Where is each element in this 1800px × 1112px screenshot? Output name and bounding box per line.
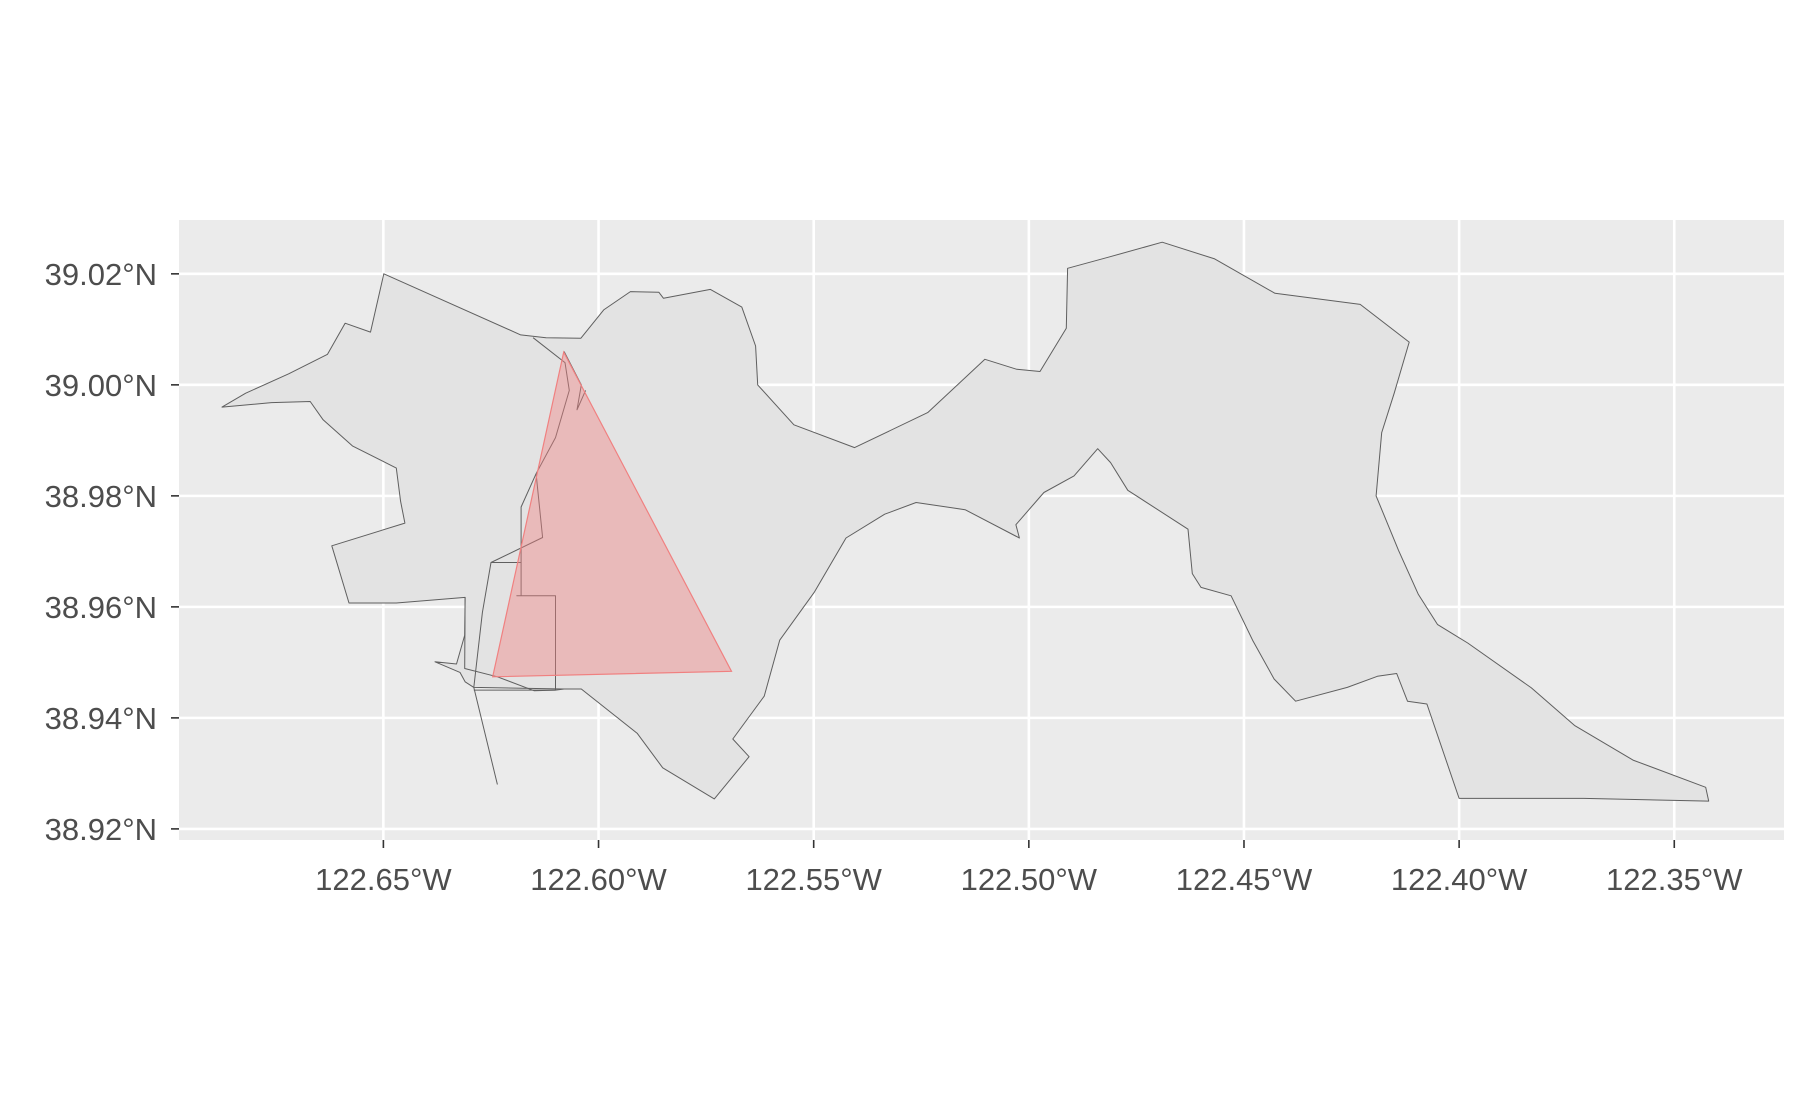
x-tick-label: 122.65°W	[315, 862, 452, 897]
x-tick-label: 122.40°W	[1391, 862, 1528, 897]
y-tick-label: 38.98°N	[45, 479, 157, 514]
axes: 122.65°W 122.60°W 122.55°W 122.50°W 122.45°W…	[45, 257, 1744, 897]
region-inner-boundary-2	[491, 562, 556, 691]
region-outline	[221, 241, 1710, 802]
region-inner-boundary-0	[473, 337, 570, 785]
region-inner-boundary-4	[520, 473, 537, 563]
y-tick-label: 39.02°N	[45, 257, 157, 292]
region-polygon	[221, 241, 1710, 802]
x-tick-label: 122.60°W	[530, 862, 667, 897]
triangle-overlay	[491, 350, 733, 678]
y-tick-label: 38.96°N	[45, 590, 157, 625]
y-tick-label: 38.92°N	[45, 812, 157, 847]
triangle-polygon	[491, 350, 733, 678]
x-tick-label: 122.45°W	[1176, 862, 1313, 897]
y-tick-label: 38.94°N	[45, 701, 157, 736]
x-tick-label: 122.55°W	[745, 862, 882, 897]
region-inner-boundary-3	[473, 688, 565, 691]
x-tick-label: 122.35°W	[1606, 862, 1743, 897]
x-tick-label: 122.50°W	[961, 862, 1098, 897]
y-tick-label: 39.00°N	[45, 368, 157, 403]
